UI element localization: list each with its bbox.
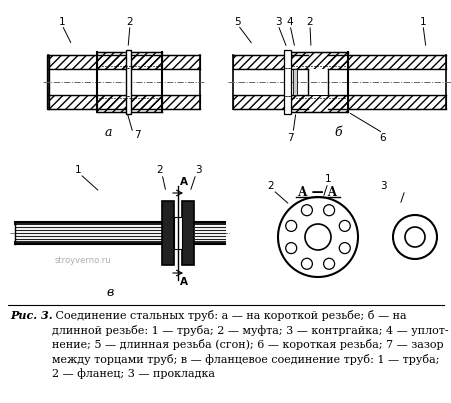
Bar [47,55,49,109]
Circle shape [323,205,334,216]
Circle shape [392,215,436,259]
Bar [48,95,128,109]
Bar [97,69,161,95]
Text: 4: 4 [286,17,293,27]
Text: A: A [179,277,188,287]
Text: A: A [179,177,188,187]
Text: 2: 2 [156,165,163,175]
Text: б: б [333,127,341,139]
Text: 2: 2 [267,181,274,191]
Circle shape [285,220,296,231]
Text: 2: 2 [126,17,133,27]
Bar [232,95,307,109]
Circle shape [339,243,350,253]
Bar [126,50,131,114]
Bar [130,69,199,95]
Circle shape [277,197,357,277]
Text: 6: 6 [379,133,386,143]
Bar [290,52,347,69]
Bar [48,55,128,69]
Text: 7: 7 [133,130,140,140]
Text: Соединение стальных труб: а — на короткой резьбе; б — на
длинной резьбе: 1 — тру: Соединение стальных труб: а — на коротко… [52,310,448,379]
Text: 7: 7 [286,133,293,143]
Circle shape [323,258,334,269]
Bar [232,69,307,95]
Bar [290,69,347,95]
Text: 1: 1 [74,165,81,175]
Bar [327,95,445,109]
Text: 2: 2 [306,17,313,27]
Bar [130,95,199,109]
Bar [130,55,199,69]
Bar [97,52,161,69]
Text: 5: 5 [234,17,241,27]
Bar [290,95,347,112]
Bar [327,95,445,109]
Bar [130,55,199,69]
Text: 1: 1 [419,17,425,27]
Text: 3: 3 [379,181,386,191]
Bar [48,69,128,95]
Bar [292,69,296,95]
Bar [327,55,445,69]
Bar [327,55,445,69]
Bar [97,52,161,69]
Text: 1: 1 [324,174,331,184]
Bar [48,55,128,69]
Bar [290,95,347,112]
Text: 1: 1 [59,17,65,27]
Bar [182,201,193,265]
Text: Рис. 3.: Рис. 3. [10,310,52,321]
Bar [327,69,445,95]
Text: А — А: А — А [298,187,337,199]
Text: 3: 3 [194,165,201,175]
Bar [290,52,347,69]
Circle shape [304,224,330,250]
Circle shape [301,205,312,216]
Text: а: а [104,127,111,139]
Circle shape [285,243,296,253]
Bar [130,95,199,109]
Text: stroyverno.ru: stroyverno.ru [55,256,111,265]
Text: в: в [106,287,113,299]
Bar [174,217,182,249]
Bar [97,95,161,112]
Bar [48,95,128,109]
Circle shape [301,258,312,269]
Circle shape [339,220,350,231]
Text: 3: 3 [274,17,281,27]
Bar [232,55,307,69]
Bar [232,95,307,109]
Bar [161,201,174,265]
Circle shape [404,227,424,247]
Bar [232,55,307,69]
Bar [283,50,290,114]
Bar [97,95,161,112]
